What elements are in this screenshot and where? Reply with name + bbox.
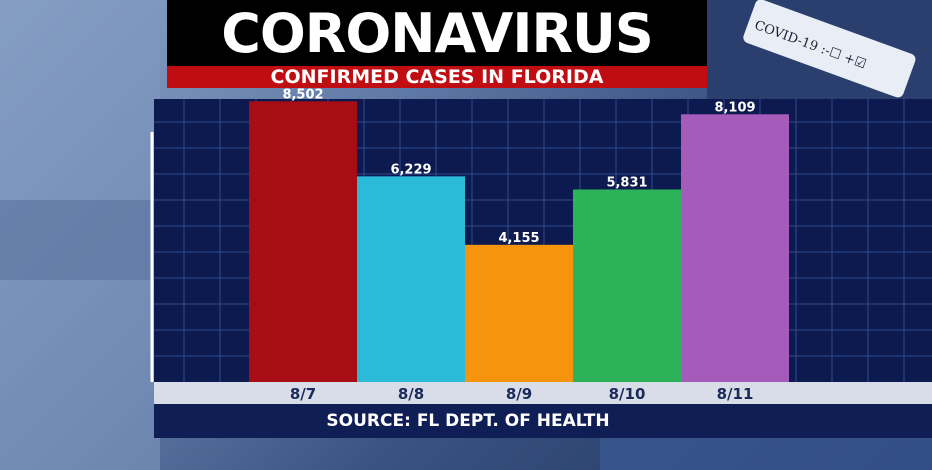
x-axis-band xyxy=(154,382,932,404)
data-label-8/8: 6,229 xyxy=(390,162,431,177)
x-tick-8/7: 8/7 xyxy=(290,385,316,403)
x-tick-8/8: 8/8 xyxy=(398,385,424,403)
background-stripe xyxy=(0,200,160,280)
bar-8/7 xyxy=(249,101,357,382)
x-tick-8/10: 8/10 xyxy=(609,385,646,403)
data-label-8/10: 5,831 xyxy=(606,175,647,190)
x-tick-labels: 8/7 8/8 8/9 8/10 8/11 xyxy=(290,385,754,403)
bar-8/9 xyxy=(465,244,573,382)
data-labels: 8,502 6,229 4,155 5,831 8,109 xyxy=(282,87,755,246)
data-label-8/7: 8,502 xyxy=(282,87,323,102)
bar-8/8 xyxy=(357,176,465,382)
data-label-8/11: 8,109 xyxy=(714,100,755,115)
title-box xyxy=(167,0,707,66)
chart-subtitle: CONFIRMED CASES IN FLORIDA xyxy=(270,66,604,88)
source-note: SOURCE: FL DEPT. OF HEALTH xyxy=(154,404,932,438)
data-label-8/9: 4,155 xyxy=(498,231,539,246)
subtitle-box xyxy=(167,66,707,88)
virus-texture xyxy=(600,438,932,470)
x-tick-8/11: 8/11 xyxy=(717,385,754,403)
x-tick-8/9: 8/9 xyxy=(506,385,532,403)
bar-8/11 xyxy=(681,114,789,382)
bars xyxy=(249,101,789,382)
bar-8/10 xyxy=(573,189,681,382)
source-text: SOURCE: FL DEPT. OF HEALTH xyxy=(326,411,610,431)
chart-title: CORONAVIRUS xyxy=(221,2,654,65)
source-box xyxy=(154,404,932,438)
